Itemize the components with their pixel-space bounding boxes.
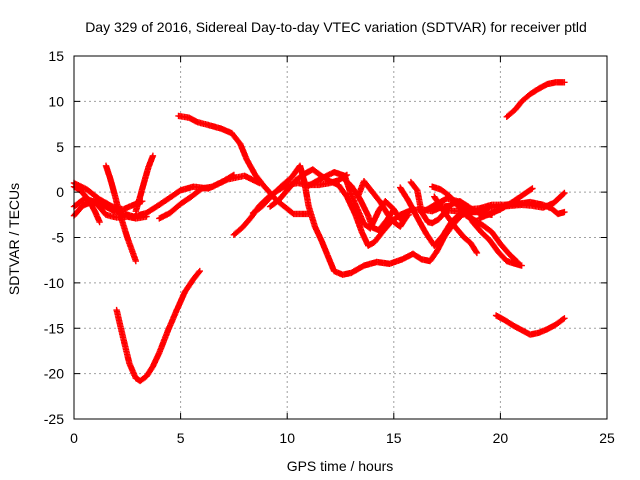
series-track-i xyxy=(175,112,312,218)
y-tick-label: -10 xyxy=(44,275,64,291)
series-track-e xyxy=(102,162,139,265)
data-points xyxy=(475,185,536,222)
data-series xyxy=(70,79,568,385)
series-track-w xyxy=(475,185,536,222)
series-track-m xyxy=(305,169,412,232)
data-points xyxy=(175,112,312,218)
series-track-h xyxy=(113,267,203,385)
data-points xyxy=(431,193,481,257)
x-tick-label: 20 xyxy=(493,430,509,446)
data-points xyxy=(492,312,568,338)
y-tick-label: -15 xyxy=(44,320,64,336)
y-tick-label: 0 xyxy=(56,184,64,200)
x-tick-label: 5 xyxy=(177,430,185,446)
axis-ticks: 0 5 10 15 20 25 -25 -20 -15 -10 -5 0 5 10 15 xyxy=(44,48,615,446)
series-track-g xyxy=(156,171,238,222)
series-track-o xyxy=(354,178,410,230)
series-track-x xyxy=(503,79,568,120)
data-points xyxy=(503,79,568,120)
series-track-y xyxy=(492,312,568,338)
y-tick-label: -20 xyxy=(44,366,64,382)
data-points xyxy=(305,169,412,232)
x-tick-label: 25 xyxy=(599,430,615,446)
data-points xyxy=(156,171,238,222)
series-track-t xyxy=(431,193,481,257)
y-tick-label: 15 xyxy=(48,48,64,64)
data-points xyxy=(132,152,157,215)
x-tick-label: 10 xyxy=(279,430,295,446)
y-tick-label: -5 xyxy=(52,230,65,246)
chart-title: Day 329 of 2016, Sidereal Day-to-day VTE… xyxy=(85,19,587,35)
data-points xyxy=(102,162,139,265)
y-tick-label: 10 xyxy=(48,93,64,109)
data-points xyxy=(113,267,203,385)
y-tick-label: 5 xyxy=(56,139,64,155)
data-points xyxy=(354,178,410,230)
x-tick-label: 0 xyxy=(70,430,78,446)
x-tick-label: 15 xyxy=(386,430,402,446)
series-track-f xyxy=(132,152,157,215)
y-axis-label: SDTVAR / TECUs xyxy=(6,183,22,295)
y-tick-label: -25 xyxy=(44,411,64,427)
x-axis-label: GPS time / hours xyxy=(287,458,394,474)
